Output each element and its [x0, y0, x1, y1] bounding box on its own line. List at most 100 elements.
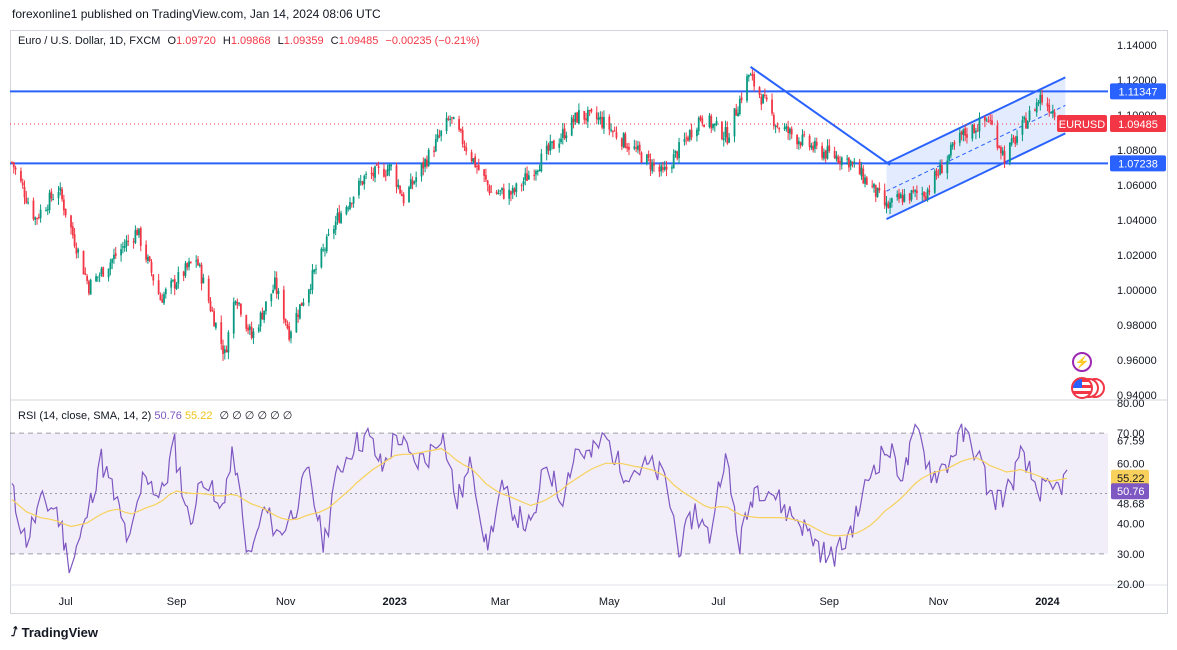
candle-body — [640, 152, 643, 163]
candle-body — [849, 160, 852, 166]
candle-body — [772, 115, 775, 126]
candle-body — [611, 131, 614, 133]
candle-body — [82, 251, 85, 275]
candle-body — [36, 218, 38, 220]
candle-body — [871, 185, 874, 187]
candle-body — [333, 229, 335, 234]
candle-body — [61, 189, 63, 200]
candle-body — [449, 118, 452, 120]
candle-body — [299, 304, 301, 319]
level-price-label: 1.11347 — [1119, 86, 1158, 98]
candle-body — [458, 119, 460, 130]
price-tick-label: 0.98000 — [1117, 320, 1157, 332]
candle-body — [595, 112, 598, 120]
candle-body — [1023, 117, 1026, 120]
candle-body — [202, 277, 205, 284]
candle-body — [833, 150, 836, 158]
candle-body — [896, 194, 899, 198]
candle-body — [411, 180, 414, 185]
candle-body — [903, 194, 906, 202]
candle-body — [95, 276, 97, 282]
candle-body — [213, 311, 215, 327]
lightning-icon[interactable]: ⚡ — [1072, 352, 1092, 372]
candle-body — [150, 261, 153, 273]
candle-body — [966, 134, 968, 138]
candle-body — [485, 175, 487, 180]
candle-body — [991, 120, 993, 125]
candle-body — [738, 98, 741, 114]
candle-body — [375, 164, 378, 166]
candle-body — [400, 194, 403, 197]
candle-body — [440, 130, 443, 136]
symbol-badge — [1057, 115, 1107, 133]
candle-body — [1039, 94, 1042, 104]
candle-body — [615, 132, 618, 138]
candle-body — [515, 183, 518, 192]
candle-body — [762, 94, 764, 104]
candle-body — [211, 310, 214, 312]
candle-body — [173, 279, 176, 289]
candle-body — [361, 181, 364, 185]
candle-body — [25, 197, 28, 203]
candle-body — [699, 116, 702, 120]
tradingview-footer[interactable]: ⭜ TradingView — [11, 624, 98, 640]
candle-body — [951, 143, 954, 147]
candle-body — [225, 349, 228, 353]
rsi-label[interactable]: RSI (14, close, SMA, 14, 2) — [18, 410, 152, 422]
rsi-pane — [10, 423, 1108, 574]
rsi-axis[interactable]: 80.00 70.00 60.00 40.00 30.00 20.00 67.59 55.22… — [1111, 398, 1149, 591]
chart-frame — [10, 30, 1168, 614]
candle-body — [322, 249, 325, 251]
candle-body — [1034, 109, 1036, 112]
candle-body — [1035, 102, 1038, 113]
candle-body — [295, 313, 298, 333]
symbol-legend: Euro / U.S. Dollar, 1D, FXCM O1.09720 H1… — [18, 35, 480, 47]
rsi-line — [11, 423, 1068, 574]
low-label: L — [277, 35, 284, 47]
candle-body — [628, 146, 630, 150]
candle-body — [121, 246, 124, 248]
candle-body — [397, 184, 400, 187]
candle-body — [288, 326, 291, 340]
candle-body — [599, 116, 602, 120]
candle-body — [290, 331, 292, 339]
candle-body — [538, 169, 541, 172]
candle-body — [526, 173, 528, 181]
price-axis[interactable]: 1.140001.120001.100001.080001.060001.040… — [1057, 40, 1166, 402]
candle-body — [522, 181, 525, 185]
candle-body — [463, 145, 466, 148]
candle-body — [835, 155, 838, 160]
candle-body — [921, 193, 924, 195]
candle-body — [340, 213, 342, 223]
candle-body — [424, 159, 427, 167]
candle-body — [590, 109, 593, 112]
candle-body — [876, 187, 879, 198]
time-axis[interactable]: Jul Sep Nov 2023 Mar May Jul Sep Nov 2024 — [59, 596, 1061, 608]
candle-body — [390, 164, 393, 167]
candle-body — [70, 215, 72, 228]
candle-body — [214, 322, 217, 328]
candle-body — [352, 196, 355, 204]
candle-body — [858, 161, 861, 175]
candle-body — [973, 124, 976, 134]
candle-body — [23, 186, 26, 198]
us-flag-icon[interactable] — [1071, 377, 1105, 399]
footer-brand: TradingView — [21, 624, 98, 640]
candle-body — [338, 211, 341, 223]
candle-body — [114, 253, 117, 257]
candle-body — [1050, 112, 1052, 114]
candle-body — [359, 181, 362, 183]
tradingview-logo-icon: ⭜ — [11, 624, 18, 639]
candle-body — [958, 132, 961, 144]
candle-body — [578, 109, 580, 124]
candle-body — [703, 124, 705, 128]
candle-body — [726, 127, 729, 144]
candle-body — [39, 209, 42, 219]
candle-body — [620, 138, 623, 147]
candle-body — [161, 299, 164, 303]
candle-body — [399, 185, 401, 194]
candle-body — [561, 129, 564, 138]
candle-body — [64, 208, 67, 216]
symbol-name[interactable]: Euro / U.S. Dollar, 1D, FXCM — [18, 35, 161, 47]
